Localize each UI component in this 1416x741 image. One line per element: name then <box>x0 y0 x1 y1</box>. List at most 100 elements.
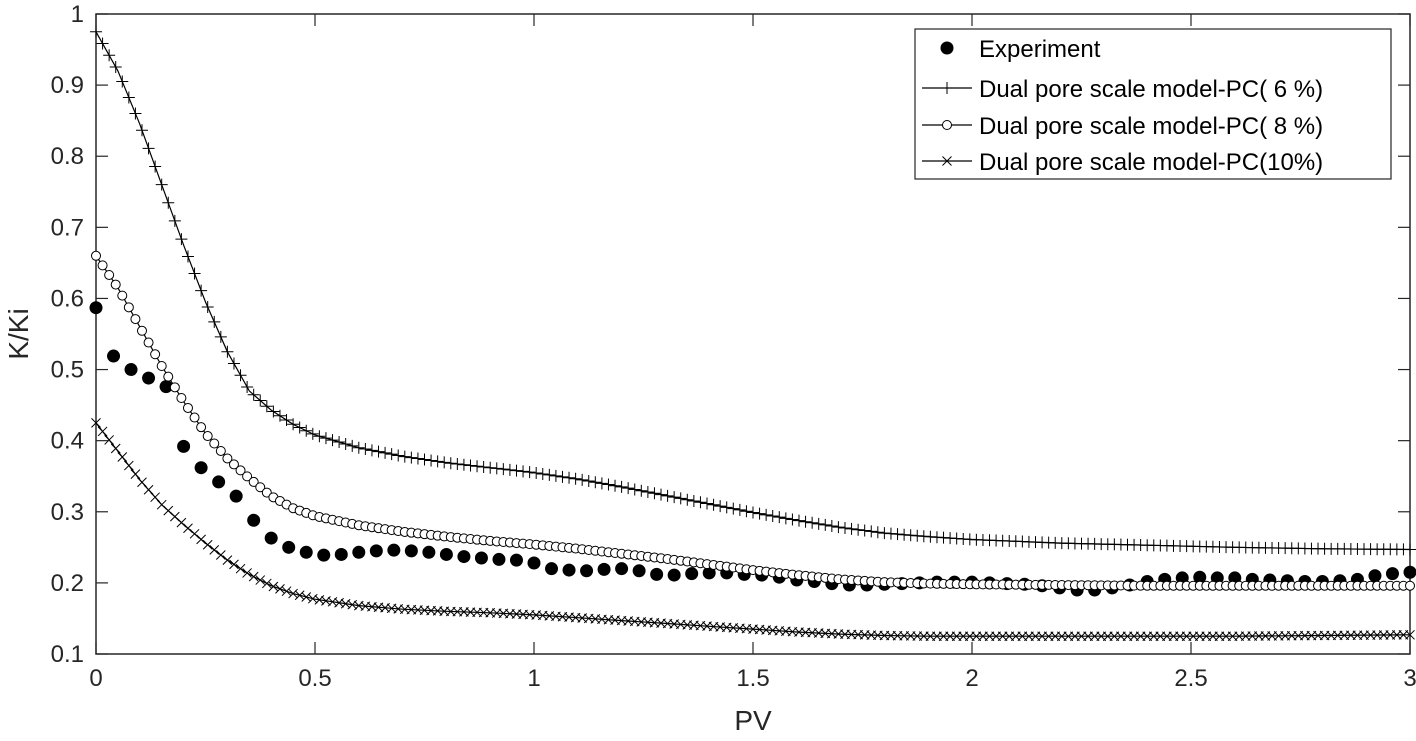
series-marker <box>530 466 543 479</box>
series-marker <box>156 361 167 371</box>
series-marker <box>162 196 175 209</box>
series-marker <box>438 456 451 469</box>
series-marker <box>143 337 154 348</box>
series-marker <box>254 394 267 407</box>
series-marker <box>313 430 326 443</box>
series-marker <box>110 279 121 290</box>
series-marker <box>365 444 378 457</box>
series-marker <box>196 422 207 433</box>
series-marker <box>825 520 838 532</box>
series-marker <box>615 480 628 493</box>
series-marker <box>858 524 871 537</box>
series-marker <box>91 418 101 428</box>
series-marker <box>1405 580 1415 591</box>
series-marker <box>701 497 714 510</box>
experiment-point <box>352 545 366 559</box>
series-marker <box>471 460 484 473</box>
series-marker <box>176 517 187 528</box>
x-tick-label: 2 <box>965 665 978 692</box>
series-marker <box>268 581 279 592</box>
experiment-point <box>247 513 261 527</box>
series-marker <box>242 568 252 578</box>
experiment-point <box>229 489 243 503</box>
legend-item-2: Dual pore scale model-PC( 8 %) <box>922 113 1323 140</box>
series-marker <box>635 484 648 497</box>
series-marker <box>411 452 424 465</box>
series-marker <box>319 432 332 445</box>
legend-marker <box>940 41 954 55</box>
series-marker <box>281 586 292 597</box>
series-marker <box>242 471 253 482</box>
series-marker <box>135 124 148 137</box>
series-marker <box>392 449 405 462</box>
experiment-point <box>264 531 278 545</box>
series-marker <box>202 431 213 442</box>
series-2 <box>91 250 1415 591</box>
experiment-point <box>439 547 453 561</box>
legend-item-0: Experiment <box>940 36 1101 63</box>
series-marker <box>326 434 339 447</box>
series-marker <box>431 455 444 468</box>
series-marker <box>97 426 108 437</box>
series-marker <box>582 475 595 488</box>
experiment-point <box>142 371 156 385</box>
series-marker <box>569 472 582 485</box>
experiment-point <box>334 547 348 561</box>
experiment-point <box>509 553 523 567</box>
experiment-point <box>404 544 418 558</box>
series-marker <box>241 380 254 393</box>
series-marker <box>707 498 720 511</box>
series-marker <box>215 550 226 560</box>
series-marker <box>130 314 141 325</box>
series-marker <box>536 467 549 480</box>
series-marker <box>727 502 740 515</box>
series-marker <box>143 484 154 495</box>
series-marker <box>602 478 615 491</box>
series-marker <box>720 501 733 514</box>
legend-label: Dual pore scale model-PC( 6 %) <box>979 76 1323 103</box>
experiment-point <box>545 562 559 576</box>
experiment-point <box>527 556 541 570</box>
series-marker <box>418 453 431 466</box>
experiment-point <box>1403 565 1416 579</box>
series-marker <box>779 512 792 525</box>
series-marker <box>760 508 773 521</box>
series-marker <box>352 441 365 454</box>
series-marker <box>576 473 589 486</box>
series-marker <box>451 457 464 470</box>
series-marker <box>301 592 312 602</box>
experiment-point <box>422 545 436 559</box>
series-marker <box>273 409 286 422</box>
axis-ticks <box>95 13 1411 655</box>
series-marker <box>261 578 272 589</box>
series-marker <box>130 469 141 479</box>
experiment-point <box>369 544 383 558</box>
experiment-point <box>159 380 173 394</box>
series-marker <box>543 468 556 481</box>
series-marker <box>247 388 260 401</box>
experiment-point <box>299 545 313 559</box>
series-marker <box>687 494 700 507</box>
series-layer <box>89 25 1416 642</box>
series-marker <box>490 462 503 475</box>
experiment-point <box>387 543 401 557</box>
series-marker <box>169 382 180 393</box>
series-marker <box>674 492 687 505</box>
series-marker <box>306 427 319 440</box>
series-marker <box>189 412 200 423</box>
legend: Experiment Dual pore scale model-PC( 6 %)… <box>914 28 1392 180</box>
series-marker <box>150 492 160 503</box>
series-marker <box>123 302 134 313</box>
series-marker <box>497 463 510 476</box>
series-marker <box>773 511 786 524</box>
series-marker <box>549 469 562 482</box>
x-tick-label: 0 <box>89 665 102 692</box>
series-marker <box>201 300 214 313</box>
series-marker <box>221 345 234 358</box>
series-marker <box>714 500 727 513</box>
experiment-point <box>632 564 646 578</box>
series-marker <box>215 445 226 456</box>
y-axis-label: K/Ki <box>3 308 34 359</box>
legend-box <box>914 28 1392 180</box>
experiment-point <box>457 550 471 564</box>
